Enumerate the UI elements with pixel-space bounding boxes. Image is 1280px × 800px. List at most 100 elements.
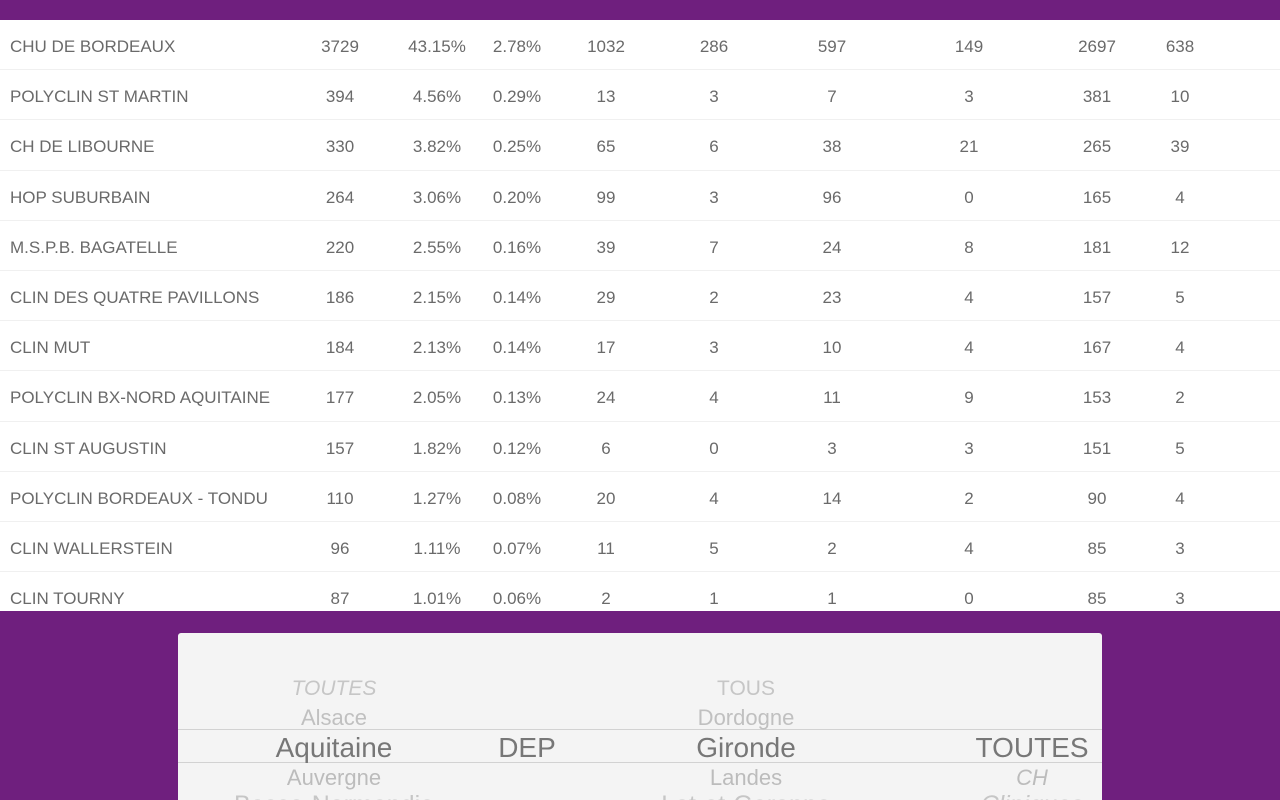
- table-cell: 0: [709, 438, 719, 458]
- picker-option[interactable]: Dordogne: [697, 705, 795, 730]
- table-cell: 7: [827, 87, 837, 107]
- table-cell: 264: [325, 187, 355, 207]
- table-cell: 3: [709, 187, 719, 207]
- table-cell: 167: [1082, 338, 1112, 358]
- picker-selected-option[interactable]: Gironde: [696, 732, 796, 763]
- table-cell: 5: [1175, 438, 1185, 458]
- table-row[interactable]: POLYCLIN BX-NORD AQUITAINE 177 2.05% 0.13% 2…: [0, 371, 1280, 422]
- table-row[interactable]: POLYCLIN ST MARTIN 394 4.56% 0.29% 13 3 7 3 381 1…: [0, 70, 1280, 121]
- picker-option[interactable]: Landes: [709, 765, 783, 790]
- table-cell: 12: [1170, 237, 1190, 257]
- table-row[interactable]: CLIN DES QUATRE PAVILLONS 186 2.15% 0.14% 29…: [0, 271, 1280, 322]
- picker-selected-option[interactable]: DEP: [498, 732, 556, 763]
- picker-selected-option[interactable]: Aquitaine: [275, 732, 393, 763]
- table-cell: 9: [964, 388, 974, 408]
- table-cell: 184: [325, 338, 355, 358]
- selection-line-top: [178, 729, 1102, 730]
- hospital-name: CLIN WALLERSTEIN: [10, 538, 173, 558]
- table-cell: 1: [709, 589, 719, 609]
- table-cell: 96: [822, 187, 842, 207]
- table-row[interactable]: HOP SUBURBAIN 264 3.06% 0.20% 99 3 96 0 165 4: [0, 171, 1280, 221]
- picker-option[interactable]: TOUTES: [291, 677, 377, 700]
- hospital-name: CH DE LIBOURNE: [10, 137, 155, 157]
- table-cell: 0: [964, 187, 974, 207]
- table-cell: 0.06%: [492, 589, 542, 609]
- table-row[interactable]: CLIN WALLERSTEIN 96 1.11% 0.07% 11 5 2 4 85 3: [0, 522, 1280, 573]
- table-row[interactable]: CHU DE BORDEAUX 3729 43.15% 2.78% 1032 286 597…: [0, 20, 1280, 71]
- table-cell: 0.14%: [492, 338, 542, 358]
- table-cell: 43.15%: [408, 37, 466, 56]
- table-cell: 2: [709, 287, 719, 307]
- table-cell: 11: [597, 538, 615, 558]
- table-cell: 24: [822, 237, 842, 257]
- table-row[interactable]: POLYCLIN BORDEAUX - TONDU 110 1.27% 0.08% 20…: [0, 472, 1280, 522]
- picker-option[interactable]: Alsace: [300, 705, 368, 730]
- table-row[interactable]: CLIN ST AUGUSTIN 157 1.82% 0.12% 6 0 3 3 151 5: [0, 422, 1280, 472]
- table-cell: 157: [1082, 287, 1112, 307]
- table-cell: 3: [709, 338, 719, 358]
- table-row[interactable]: CH DE LIBOURNE 330 3.82% 0.25% 65 6 38 21 265 39: [0, 120, 1280, 171]
- table-cell: 5: [709, 538, 719, 558]
- table-cell: 1: [827, 589, 837, 609]
- table-cell: 381: [1082, 87, 1112, 107]
- table-cell: 149: [954, 37, 984, 56]
- table-cell: 38: [822, 137, 842, 157]
- table-cell: 99: [596, 187, 616, 207]
- table-cell: 157: [325, 438, 355, 458]
- table-cell: 29: [596, 287, 616, 307]
- table-cell: 21: [959, 137, 979, 157]
- table-cell: 2: [827, 538, 837, 558]
- table-cell: 0.14%: [492, 287, 542, 307]
- table-cell: 3729: [321, 37, 359, 56]
- picker-option[interactable]: Basse-Normandie: [234, 791, 434, 800]
- table-cell: 177: [325, 388, 355, 408]
- table-cell: 2.15%: [412, 287, 462, 307]
- hospital-name: CLIN DES QUATRE PAVILLONS: [10, 287, 260, 307]
- filter-picker[interactable]: TOUTES Alsace Aquitaine Auvergne Basse-N…: [178, 633, 1102, 800]
- table-row[interactable]: CLIN TOURNY 87 1.01% 0.06% 2 1 1 0 85 3: [0, 572, 1280, 611]
- table-cell: 265: [1082, 137, 1112, 157]
- hospital-name: POLYCLIN ST MARTIN: [10, 87, 189, 107]
- table-cell: 24: [596, 388, 616, 408]
- table-cell: 0.08%: [492, 488, 542, 508]
- table-cell: 3.06%: [412, 187, 462, 207]
- table-cell: 4: [964, 538, 974, 558]
- hospital-name: CLIN ST AUGUSTIN: [10, 438, 167, 458]
- table-cell: 4: [709, 488, 719, 508]
- table-cell: 186: [325, 287, 355, 307]
- table-cell: 1.01%: [412, 589, 462, 609]
- table-cell: 181: [1082, 237, 1112, 257]
- picker-option[interactable]: Lot-et-Garonne: [661, 791, 831, 800]
- hospital-table[interactable]: CHU DE BORDEAUX 3729 43.15% 2.78% 1032 286 597…: [0, 20, 1280, 611]
- table-cell: 4: [1175, 488, 1185, 508]
- table-cell: 0.12%: [492, 438, 542, 458]
- picker-selected-option[interactable]: TOUTES: [975, 732, 1089, 763]
- table-cell: 2.55%: [412, 237, 462, 257]
- table-cell: 20: [596, 488, 616, 508]
- table-cell: 1032: [587, 37, 625, 56]
- table-cell: 0.13%: [492, 388, 542, 408]
- table-cell: 6: [601, 438, 611, 458]
- table-cell: 6: [709, 137, 719, 157]
- picker-option[interactable]: Auvergne: [286, 765, 382, 790]
- table-row[interactable]: M.S.P.B. BAGATELLE 220 2.55% 0.16% 39 7 24 8 181…: [0, 221, 1280, 271]
- table-cell: 23: [822, 287, 842, 307]
- hospital-name: CLIN MUT: [10, 338, 91, 358]
- table-cell: 110: [326, 488, 354, 508]
- picker-option[interactable]: CH: [1016, 765, 1048, 790]
- table-cell: 2.13%: [412, 338, 462, 358]
- table-cell: 3: [964, 87, 974, 107]
- picker-option[interactable]: Cliniques: [981, 791, 1084, 800]
- table-cell: 39: [596, 237, 616, 257]
- table-cell: 10: [822, 338, 842, 358]
- top-bar: [0, 0, 1280, 20]
- table-cell: 0.29%: [492, 87, 542, 107]
- table-cell: 2: [601, 589, 611, 609]
- table-cell: 17: [596, 338, 616, 358]
- table-cell: 151: [1082, 438, 1112, 458]
- table-row[interactable]: CLIN MUT 184 2.13% 0.14% 17 3 10 4 167 4: [0, 321, 1280, 372]
- table-cell: 165: [1082, 187, 1112, 207]
- table-cell: 286: [699, 37, 729, 56]
- table-cell: 2.78%: [492, 37, 542, 56]
- picker-option[interactable]: TOUS: [717, 677, 775, 700]
